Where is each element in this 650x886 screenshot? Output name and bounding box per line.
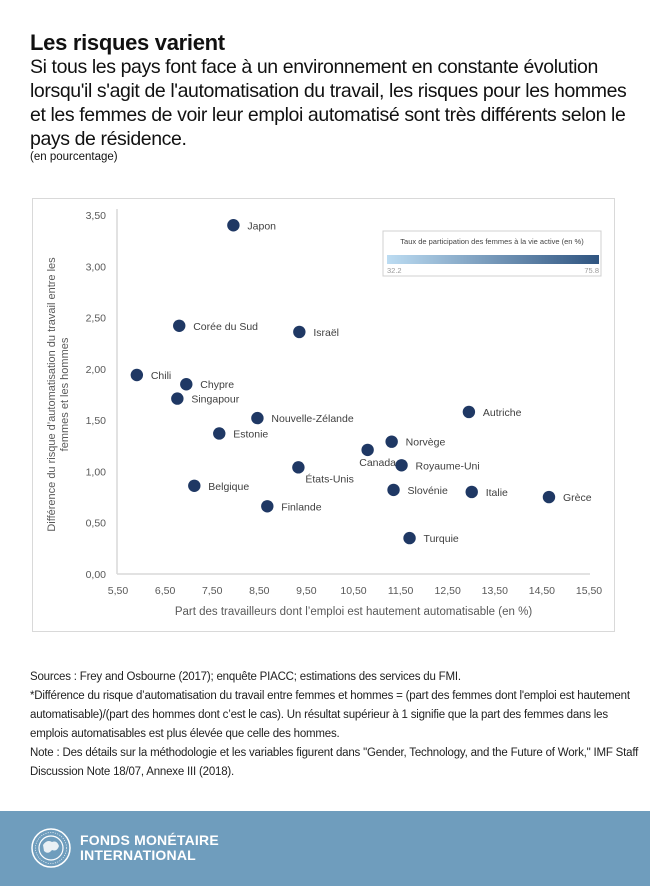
data-point (261, 500, 274, 513)
data-label: Royaume-Uni (416, 460, 480, 472)
data-point (385, 435, 398, 448)
legend-min-label: 32.2 (387, 266, 402, 275)
y-tick-label: 2,00 (86, 364, 107, 376)
sources-note: Sources : Frey and Osbourne (2017); enqu… (30, 671, 461, 683)
legend-title: Taux de participation des femmes à la vi… (400, 237, 584, 246)
data-point (171, 392, 184, 405)
axes: 0,00 0,50 1,00 1,50 2,00 2,50 3,00 3,50 5,50 6,50… (46, 209, 602, 618)
data-label: Turquie (424, 533, 459, 545)
data-label: États-Unis (305, 472, 353, 485)
data-label: Canada (359, 457, 396, 469)
x-tick-label: 7,50 (202, 585, 223, 597)
data-points: Japon Corée du Sud Israël Chili Chypre Singap… (130, 219, 592, 545)
scatter-chart: 0,00 0,50 1,00 1,50 2,00 2,50 3,00 3,50 5,50 6,50… (46, 209, 602, 618)
legend-max-label: 75.8 (584, 266, 599, 275)
x-axis-title: Part des travailleurs dont l’emploi est … (175, 606, 532, 618)
x-tick-label: 13,50 (482, 585, 508, 597)
data-point (130, 368, 144, 382)
y-axis-title-line: femmes et les hommes (59, 337, 71, 451)
data-label: Chypre (200, 379, 234, 391)
y-tick-label: 0,00 (86, 569, 107, 581)
data-label: Corée du Sud (193, 321, 258, 333)
color-legend: Taux de participation des femmes à la vi… (382, 230, 602, 277)
data-label: Nouvelle-Zélande (271, 413, 353, 425)
data-point (387, 483, 400, 497)
data-point (542, 490, 556, 504)
y-tick-label: 3,00 (86, 261, 107, 273)
data-label: Singapour (191, 394, 239, 406)
definition-note: *Différence du risque d’automatisation d… (30, 690, 630, 740)
data-label: Japon (247, 220, 276, 232)
org-name: FONDS MONÉTAIRE INTERNATIONAL (80, 833, 219, 863)
x-tick-label: 6,50 (155, 585, 176, 597)
y-tick-label: 1,00 (86, 466, 107, 478)
y-tick-label: 2,50 (86, 313, 107, 325)
unit-label: (en pourcentage) (30, 151, 118, 163)
legend-box (382, 230, 602, 277)
data-label: Italie (486, 487, 508, 499)
org-name-line1: FONDS MONÉTAIRE (80, 832, 219, 848)
x-tick-label: 5,50 (108, 585, 129, 597)
y-axis-title: Différence du risque d’automatisation du… (46, 257, 71, 532)
data-label: Chili (151, 370, 171, 382)
data-label: Autriche (483, 407, 522, 419)
data-point (465, 485, 478, 499)
y-tick-label: 0,50 (86, 518, 107, 530)
data-label: Finlande (281, 501, 321, 513)
y-axis-title-line: Différence du risque d’automatisation du… (46, 257, 58, 532)
data-point (462, 405, 476, 419)
chart-notes: Sources : Frey and Osbourne (2017); enqu… (30, 668, 640, 782)
x-tick-label: 14,50 (529, 585, 555, 597)
data-point (361, 443, 374, 457)
data-label: Estonie (233, 428, 268, 440)
data-point (251, 411, 264, 425)
page-title: Les risques varient (30, 30, 225, 55)
org-name-line2: INTERNATIONAL (80, 847, 196, 863)
x-tick-label: 9,50 (296, 585, 317, 597)
data-point (227, 219, 240, 232)
x-tick-label: 11,50 (388, 585, 414, 597)
y-tick-label: 1,50 (86, 415, 107, 427)
legend-gradient-bar (387, 255, 599, 264)
x-tick-label: 12,50 (435, 585, 461, 597)
data-point (173, 319, 186, 332)
page-subtitle: Si tous les pays font face à un environn… (30, 56, 627, 150)
data-label: Norvège (406, 437, 446, 449)
data-point (213, 427, 226, 440)
x-tick-label: 8,50 (249, 585, 270, 597)
data-point (293, 325, 306, 339)
data-point (403, 531, 416, 545)
data-label: Belgique (208, 481, 249, 493)
imf-seal-icon (31, 828, 71, 868)
footer-banner: FONDS MONÉTAIRE INTERNATIONAL (0, 811, 650, 886)
chart-frame: 0,00 0,50 1,00 1,50 2,00 2,50 3,00 3,50 5,50 6,50… (32, 198, 615, 632)
data-point (188, 479, 201, 492)
data-point (292, 461, 305, 474)
data-label: Grèce (563, 492, 592, 504)
y-tick-label: 3,50 (86, 210, 107, 222)
data-point (395, 459, 408, 472)
methodology-note: Note : Des détails sur la méthodologie e… (30, 747, 639, 778)
data-label: Slovénie (408, 485, 448, 497)
x-tick-label: 10,50 (340, 585, 366, 597)
data-point (180, 378, 193, 391)
data-label: Israël (313, 327, 339, 339)
x-tick-label: 15,50 (576, 585, 602, 597)
